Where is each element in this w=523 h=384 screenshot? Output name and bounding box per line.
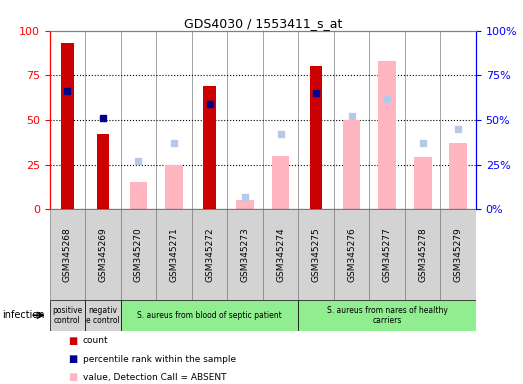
Bar [343,120,360,209]
Text: infection: infection [3,310,45,320]
Bar [156,209,192,300]
Text: value, Detection Call = ABSENT: value, Detection Call = ABSENT [83,373,226,382]
Text: GSM345276: GSM345276 [347,227,356,282]
Text: count: count [83,336,108,345]
Bar [378,61,396,209]
Text: S. aureus from blood of septic patient: S. aureus from blood of septic patient [137,311,282,320]
Text: GSM345279: GSM345279 [453,227,463,282]
Text: GSM345272: GSM345272 [205,227,214,282]
Bar [130,182,147,209]
Text: GSM345270: GSM345270 [134,227,143,282]
Bar [50,209,85,300]
Bar [298,300,476,331]
Bar [236,200,254,209]
Text: GSM345274: GSM345274 [276,227,285,282]
Bar [369,209,405,300]
Bar [85,300,121,331]
Bar [192,209,228,300]
Bar [121,209,156,300]
Text: ■: ■ [68,372,77,382]
Bar [165,165,183,209]
Text: GSM345275: GSM345275 [312,227,321,282]
Text: GSM345278: GSM345278 [418,227,427,282]
Text: GSM345268: GSM345268 [63,227,72,282]
Bar [298,209,334,300]
Bar [121,300,298,331]
Bar [334,209,369,300]
Bar [228,209,263,300]
Bar [203,86,216,209]
Text: percentile rank within the sample: percentile rank within the sample [83,354,236,364]
Bar [414,157,431,209]
Text: negativ
e control: negativ e control [86,306,120,325]
Bar [271,156,289,209]
Bar [310,66,322,209]
Text: ■: ■ [68,336,77,346]
Bar [85,209,121,300]
Text: GSM345271: GSM345271 [169,227,178,282]
Text: GSM345273: GSM345273 [241,227,249,282]
Bar [449,143,467,209]
Bar [50,300,85,331]
Text: GSM345277: GSM345277 [383,227,392,282]
Text: S. aureus from nares of healthy
carriers: S. aureus from nares of healthy carriers [327,306,448,325]
Title: GDS4030 / 1553411_s_at: GDS4030 / 1553411_s_at [184,17,342,30]
Bar [263,209,298,300]
Bar [405,209,440,300]
Text: ■: ■ [68,354,77,364]
Text: GSM345269: GSM345269 [98,227,107,282]
Bar [440,209,476,300]
Bar [97,134,109,209]
Bar [61,43,74,209]
Text: positive
control: positive control [52,306,83,325]
